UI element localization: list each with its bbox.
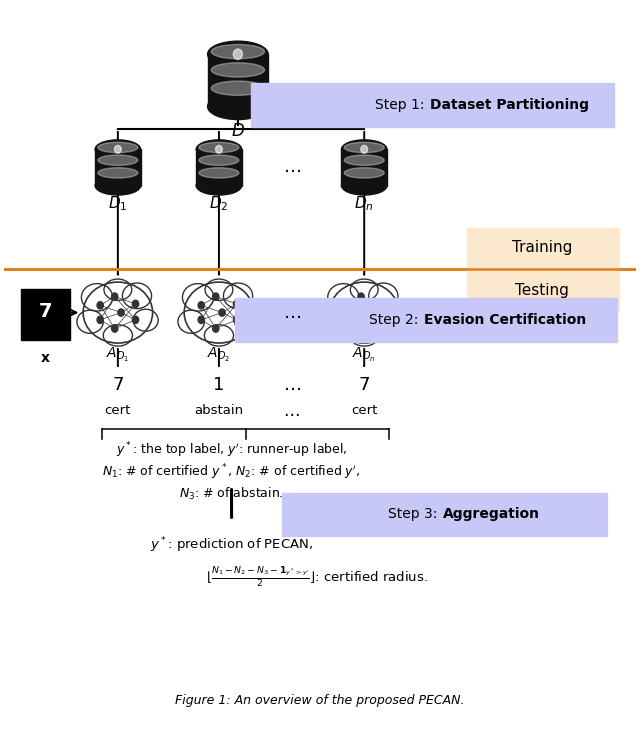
Circle shape — [344, 302, 349, 309]
Ellipse shape — [199, 142, 239, 153]
Ellipse shape — [199, 155, 239, 165]
Text: $D_1$: $D_1$ — [108, 195, 127, 213]
Text: $A_{D_1}$: $A_{D_1}$ — [106, 346, 129, 364]
FancyBboxPatch shape — [250, 83, 614, 127]
Ellipse shape — [98, 142, 138, 153]
Ellipse shape — [344, 142, 384, 153]
Bar — [95, 149, 141, 186]
Text: Figure 1: An overview of the proposed PECAN.: Figure 1: An overview of the proposed PE… — [175, 694, 465, 708]
Ellipse shape — [95, 140, 141, 159]
Circle shape — [132, 300, 139, 308]
Circle shape — [379, 316, 385, 324]
Text: Step 3:: Step 3: — [388, 507, 442, 521]
Text: Aggregation: Aggregation — [443, 507, 540, 521]
Ellipse shape — [211, 62, 264, 77]
Circle shape — [212, 325, 219, 333]
Circle shape — [358, 293, 364, 300]
Ellipse shape — [342, 140, 387, 159]
Circle shape — [111, 293, 118, 300]
Ellipse shape — [207, 41, 268, 68]
Text: 1: 1 — [213, 376, 225, 394]
Circle shape — [361, 145, 367, 153]
Circle shape — [97, 302, 103, 309]
Ellipse shape — [98, 167, 138, 178]
Ellipse shape — [196, 140, 242, 159]
Ellipse shape — [207, 93, 268, 120]
Ellipse shape — [344, 167, 384, 178]
Text: 7: 7 — [112, 376, 124, 394]
Text: abstain: abstain — [195, 404, 243, 417]
Circle shape — [234, 316, 240, 324]
Text: cert: cert — [105, 404, 131, 417]
Text: Dataset Partitioning: Dataset Partitioning — [430, 98, 589, 112]
Text: Step 2:: Step 2: — [369, 313, 422, 327]
Text: Evasion Certification: Evasion Certification — [424, 313, 586, 327]
Text: $\mathbf{x}$: $\mathbf{x}$ — [40, 351, 51, 365]
Text: Training: Training — [512, 240, 573, 255]
Ellipse shape — [199, 167, 239, 178]
FancyBboxPatch shape — [282, 493, 607, 536]
Ellipse shape — [211, 45, 264, 59]
Text: $\mathbf{7}$: $\mathbf{7}$ — [38, 302, 52, 321]
Text: $y^*$: the top label, $y'$: runner-up label,: $y^*$: the top label, $y'$: runner-up la… — [116, 440, 348, 460]
Text: $N_1$: # of certified $y^*$, $N_2$: # of certified $y'$,: $N_1$: # of certified $y^*$, $N_2$: # of… — [102, 462, 361, 482]
Ellipse shape — [95, 176, 141, 195]
Text: $\lfloor\frac{N_1-N_2-N_3-\mathbf{1}_{y^*>y'}}{2}\rfloor$: certified radius.: $\lfloor\frac{N_1-N_2-N_3-\mathbf{1}_{y^… — [206, 565, 428, 590]
Text: $\ldots$: $\ldots$ — [283, 304, 301, 321]
Circle shape — [344, 316, 349, 324]
Bar — [196, 149, 242, 186]
Text: $D$: $D$ — [231, 123, 245, 140]
Circle shape — [212, 293, 219, 300]
Text: $\ldots$: $\ldots$ — [283, 376, 301, 394]
Circle shape — [132, 316, 139, 324]
Circle shape — [198, 302, 204, 309]
FancyBboxPatch shape — [467, 271, 619, 310]
Circle shape — [115, 145, 121, 153]
Circle shape — [219, 309, 225, 316]
Circle shape — [379, 300, 385, 308]
Bar — [207, 54, 268, 106]
Text: $y^*$: prediction of PECAN,: $y^*$: prediction of PECAN, — [150, 535, 314, 555]
Text: cert: cert — [351, 404, 378, 417]
Circle shape — [111, 325, 118, 333]
Text: $D_n$: $D_n$ — [355, 195, 374, 213]
Text: Step 1:: Step 1: — [375, 98, 429, 112]
Circle shape — [234, 49, 243, 59]
Circle shape — [358, 325, 364, 333]
Circle shape — [198, 316, 204, 324]
Ellipse shape — [344, 155, 384, 165]
Text: 7: 7 — [358, 376, 370, 394]
Bar — [342, 149, 387, 186]
Ellipse shape — [342, 176, 387, 195]
Text: Testing: Testing — [515, 283, 570, 298]
Text: $A_{D_2}$: $A_{D_2}$ — [207, 346, 230, 364]
FancyBboxPatch shape — [235, 298, 617, 341]
FancyBboxPatch shape — [20, 289, 70, 340]
Circle shape — [364, 309, 371, 316]
Text: $\ldots$: $\ldots$ — [284, 401, 300, 420]
Text: $\ldots$: $\ldots$ — [283, 159, 301, 176]
Circle shape — [118, 309, 124, 316]
Circle shape — [216, 145, 222, 153]
Text: $D_2$: $D_2$ — [209, 195, 228, 213]
Text: $A_{D_n}$: $A_{D_n}$ — [353, 346, 376, 364]
Ellipse shape — [196, 176, 242, 195]
Circle shape — [97, 316, 103, 324]
Ellipse shape — [211, 81, 264, 95]
Text: $N_3$: # of abstain.: $N_3$: # of abstain. — [179, 486, 284, 502]
FancyBboxPatch shape — [467, 228, 619, 267]
Ellipse shape — [98, 155, 138, 165]
Circle shape — [234, 300, 240, 308]
